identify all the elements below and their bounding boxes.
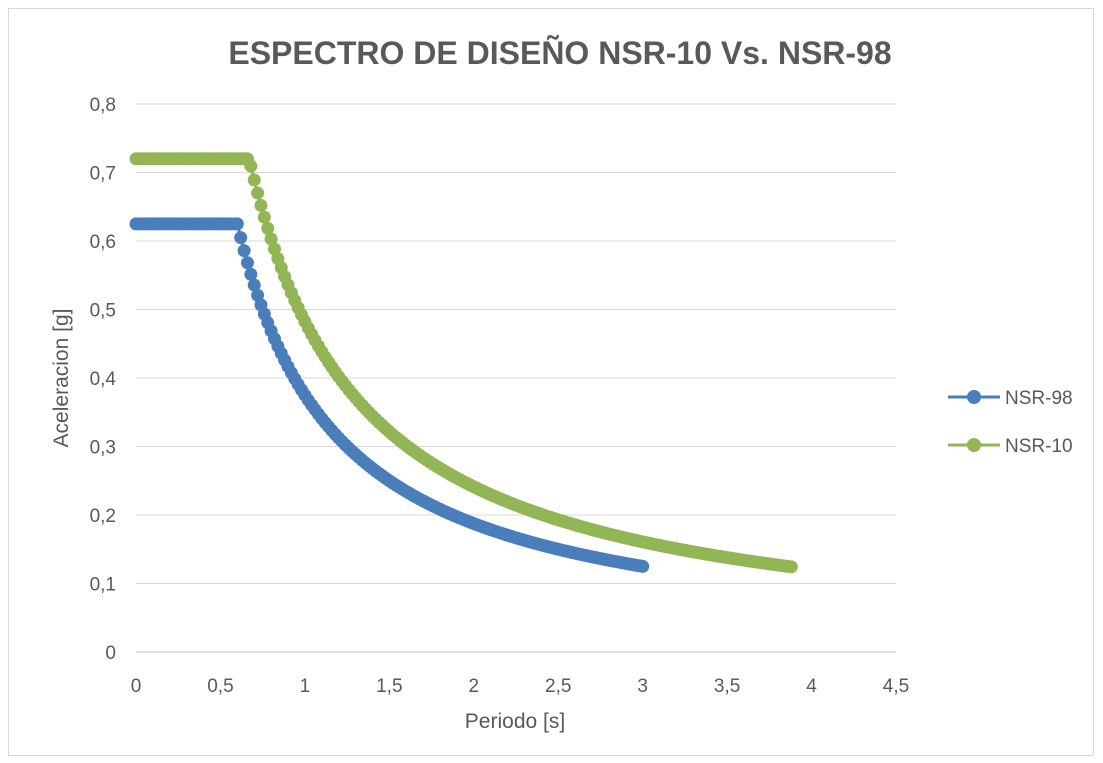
x-tick-label: 4,5	[883, 676, 909, 697]
y-tick-label: 0,6	[90, 232, 116, 253]
gridlines	[136, 103, 896, 653]
x-axis-title: Periodo [s]	[465, 710, 565, 733]
data-point	[257, 210, 271, 224]
data-point	[244, 159, 258, 173]
series-nsr-98	[129, 217, 650, 573]
x-tick-label: 2,5	[545, 676, 571, 697]
x-tick-label: 4	[806, 676, 817, 697]
legend: NSR-98 NSR-10	[948, 388, 1073, 457]
chart-frame	[8, 8, 1094, 756]
y-tick-label: 0,1	[90, 575, 116, 596]
data-point	[234, 231, 248, 245]
data-point	[247, 278, 261, 292]
legend-item: NSR-10	[948, 436, 1073, 457]
data-point	[244, 267, 258, 281]
y-tick-label: 0,2	[90, 506, 116, 527]
legend-label: NSR-10	[1005, 436, 1073, 457]
x-tick-label: 0	[131, 676, 142, 697]
y-tick-label: 0,5	[90, 301, 116, 322]
x-tick-label: 1,5	[376, 676, 402, 697]
chart-title: ESPECTRO DE DISEÑO NSR-10 Vs. NSR-98	[228, 35, 891, 71]
x-tick-label: 3	[637, 676, 648, 697]
legend-marker	[967, 438, 981, 452]
data-point	[251, 186, 265, 200]
y-tick-label: 0,4	[90, 369, 117, 390]
y-tick-label: 0,7	[90, 164, 116, 185]
data-point	[240, 256, 254, 270]
legend-marker	[967, 390, 981, 404]
y-axis-title: Aceleracion [g]	[50, 309, 73, 448]
x-tick-label: 3,5	[714, 676, 740, 697]
data-point	[230, 217, 244, 231]
y-tick-label: 0	[105, 643, 116, 664]
data-point	[636, 559, 650, 573]
y-tick-label: 0,3	[90, 438, 116, 459]
series-nsr-10	[129, 152, 798, 574]
x-tick-label: 1	[300, 676, 311, 697]
x-tick-label: 0,5	[207, 676, 233, 697]
x-axis-ticks: 0 0,5 1 1,5 2 2,5 3 3,5 4 4,5	[131, 676, 910, 697]
x-tick-label: 2	[468, 676, 479, 697]
data-point	[247, 173, 261, 187]
data-point	[784, 560, 798, 574]
series-layer	[129, 152, 798, 574]
data-point	[254, 198, 268, 212]
data-point	[261, 221, 275, 235]
y-tick-label: 0,8	[90, 95, 116, 116]
y-axis-ticks: 0 0,1 0,2 0,3 0,4 0,5 0,6 0,7 0,8	[90, 95, 117, 664]
data-point	[264, 232, 278, 246]
data-point	[237, 244, 251, 258]
legend-item: NSR-98	[948, 388, 1073, 409]
legend-label: NSR-98	[1005, 388, 1073, 409]
